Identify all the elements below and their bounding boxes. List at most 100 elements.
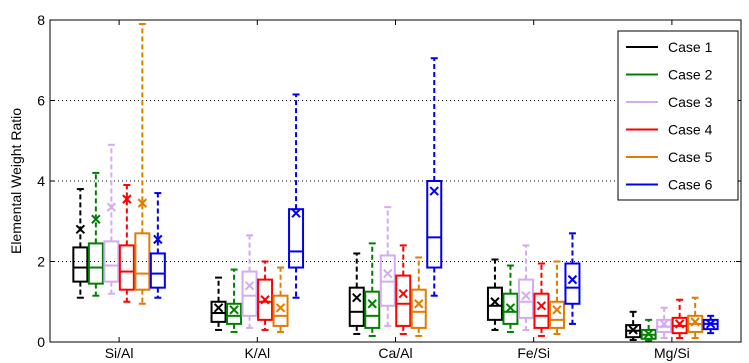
box-case-1 [210, 276, 227, 331]
mean-marker [505, 303, 516, 313]
mean-marker [628, 325, 638, 335]
legend-label: Case 4 [668, 122, 713, 138]
box-iqr [486, 286, 503, 321]
box-series-group [72, 23, 719, 342]
mean-marker [536, 301, 547, 311]
box-case-1 [348, 252, 365, 335]
x-tick-label: Ca/Al [378, 345, 412, 361]
y-tick-label: 4 [37, 173, 45, 189]
box-iqr [226, 302, 243, 325]
legend-label: Case 6 [668, 177, 713, 193]
legend-label: Case 1 [668, 39, 713, 55]
mean-marker [213, 303, 224, 313]
mean-marker [122, 194, 132, 204]
mean-marker [229, 305, 239, 315]
box-case-6 [702, 314, 719, 335]
box-iqr [348, 286, 365, 327]
x-tick-label: Fe/Si [517, 345, 550, 361]
box-case-2 [226, 268, 243, 333]
mean-marker [643, 329, 654, 339]
mean-marker [690, 317, 700, 327]
box-iqr [118, 244, 135, 291]
box-case-4 [395, 244, 412, 335]
box-case-1 [625, 310, 642, 341]
mean-marker [398, 288, 408, 299]
box-iqr [272, 294, 289, 327]
mean-marker [137, 198, 148, 208]
mean-marker [244, 280, 255, 291]
y-tick-label: 8 [37, 12, 45, 28]
mean-marker [552, 305, 562, 315]
x-tick-label: Si/Al [105, 345, 134, 361]
mean-marker [429, 186, 439, 196]
legend-label: Case 5 [668, 149, 713, 165]
box-case-2 [87, 171, 104, 297]
mean-marker [521, 291, 531, 301]
box-case-2 [502, 264, 519, 333]
box-iqr [103, 240, 120, 283]
box-case-1 [486, 258, 503, 331]
legend: Case 1 Case 2 Case 3 Case 4 Case 5 Case 6 [617, 30, 739, 201]
box-case-4 [257, 260, 274, 331]
mean-marker [260, 295, 270, 305]
box-iqr [149, 252, 166, 289]
box-case-4 [118, 184, 135, 303]
box-case-6 [564, 232, 581, 325]
mean-marker [153, 234, 163, 245]
mean-marker [414, 299, 424, 309]
box-iqr [134, 232, 151, 291]
x-tick-label: K/Al [244, 345, 270, 361]
box-iqr [257, 278, 274, 321]
box-iqr [533, 292, 550, 329]
box-case-3 [379, 206, 396, 327]
box-case-5 [272, 266, 289, 333]
box-case-4 [671, 298, 688, 339]
box-case-6 [149, 192, 166, 299]
box-iqr [426, 180, 443, 269]
box-case-2 [364, 242, 381, 337]
box-iqr [364, 290, 381, 329]
mean-marker [75, 224, 86, 235]
box-iqr [410, 288, 427, 329]
legend-box [617, 30, 739, 201]
mean-marker [291, 208, 301, 218]
box-iqr [241, 270, 258, 317]
mean-marker [91, 214, 101, 224]
box-iqr [210, 300, 227, 323]
box-case-5 [134, 23, 151, 305]
box-iqr [548, 300, 565, 329]
x-axis-ticks: Si/Al K/Al Ca/Al Fe/Si Mg/Si [105, 20, 690, 361]
mean-marker [674, 319, 685, 329]
y-axis-label: Elemental Weight Ratio [8, 108, 24, 254]
box-case-1 [72, 188, 89, 299]
y-tick-label: 6 [37, 93, 45, 109]
mean-marker [659, 319, 669, 329]
box-iqr [87, 242, 104, 285]
box-iqr [564, 262, 581, 305]
y-tick-label: 2 [37, 254, 45, 270]
mean-marker [383, 268, 393, 279]
mean-marker [705, 319, 716, 329]
legend-label: Case 3 [668, 94, 713, 110]
box-case-3 [241, 234, 258, 329]
mean-marker [352, 293, 362, 303]
box-iqr [517, 278, 534, 319]
mean-marker [567, 274, 578, 285]
box-iqr [72, 246, 89, 283]
box-case-6 [288, 93, 305, 299]
box-case-6 [426, 57, 443, 297]
legend-label: Case 2 [668, 67, 713, 83]
box-case-3 [517, 244, 534, 331]
box-case-5 [687, 296, 704, 339]
box-iqr [395, 274, 412, 327]
mean-marker [367, 299, 377, 309]
box-iqr [379, 254, 396, 307]
box-case-5 [548, 260, 565, 335]
box-iqr [288, 208, 305, 269]
x-tick-label: Mg/Si [654, 345, 690, 361]
box-case-3 [656, 306, 673, 339]
mean-marker [275, 303, 286, 313]
mean-marker [106, 202, 117, 212]
y-tick-label: 0 [37, 334, 45, 350]
